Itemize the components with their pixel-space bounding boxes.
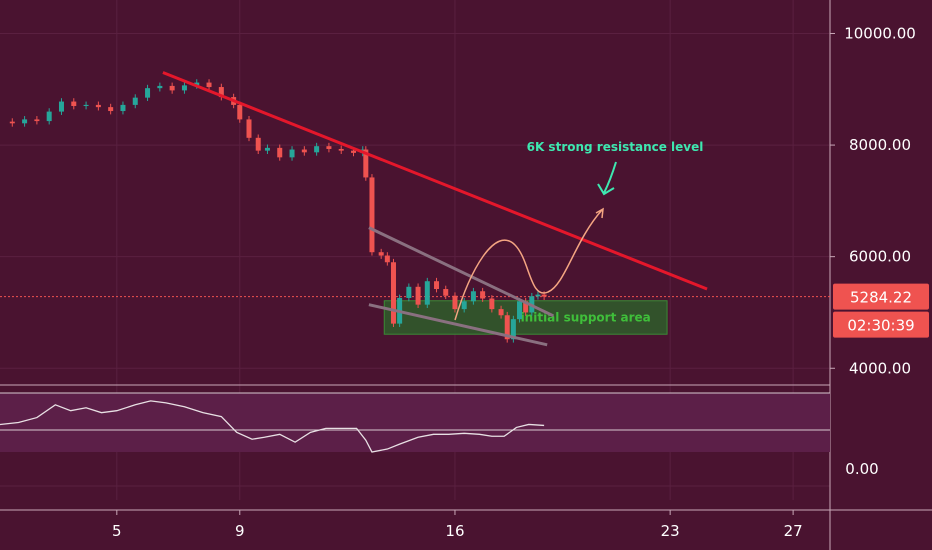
price-axis-label: 10000.00	[844, 24, 916, 42]
projection-curve	[454, 209, 603, 321]
projection-arrowhead	[595, 207, 604, 219]
candle-body	[461, 301, 467, 310]
candle-body	[504, 315, 510, 340]
candle-body	[326, 146, 332, 149]
candle-body	[424, 281, 430, 305]
resistance-line	[162, 71, 708, 291]
candle-body	[489, 298, 495, 310]
candle-body	[218, 87, 224, 98]
candle-body	[83, 104, 89, 107]
support-zone-label: initial support area	[521, 310, 651, 324]
rsi-series	[0, 400, 545, 453]
candle-body	[246, 119, 252, 138]
time-axis-label: 16	[445, 522, 464, 540]
candle-body	[277, 147, 283, 158]
candle-body	[384, 255, 390, 263]
candle-body	[22, 119, 28, 124]
price-axis-label: 4000.00	[849, 359, 911, 377]
candle-body	[541, 294, 547, 297]
candle-body	[415, 286, 421, 305]
current-price-label: 5284.22	[850, 289, 912, 307]
candle-body	[351, 150, 357, 153]
candle-body	[255, 137, 261, 151]
candle-body	[523, 301, 529, 313]
time-axis-label: 9	[235, 522, 245, 540]
candle-body	[406, 286, 412, 298]
candle-body	[289, 149, 295, 158]
resistance-annotation-arrow	[597, 161, 617, 196]
candle-body	[9, 121, 15, 124]
time-axis-label: 23	[661, 522, 680, 540]
candle-body	[194, 82, 200, 86]
candle-body	[369, 177, 375, 253]
price-axis-label: 6000.00	[849, 248, 911, 266]
candle-body	[390, 262, 396, 324]
candle-body	[452, 295, 458, 310]
candle-body	[378, 252, 384, 256]
candle-body	[480, 291, 486, 299]
candle-body	[363, 149, 369, 178]
candle-body	[120, 104, 126, 112]
countdown-badge	[833, 311, 929, 338]
time-axis-label: 5	[112, 522, 122, 540]
candle-body	[46, 111, 52, 122]
candle-body	[58, 101, 64, 112]
countdown-label: 02:30:39	[847, 317, 914, 335]
candle-body	[237, 104, 243, 120]
candle-body	[443, 289, 449, 296]
candle-body	[95, 104, 101, 108]
channel-lower-line	[368, 303, 548, 347]
candle-body	[314, 146, 320, 153]
candle-body	[71, 101, 77, 107]
time-axis-label: 27	[784, 522, 803, 540]
candle-body	[157, 85, 163, 89]
candle-body	[535, 294, 541, 297]
candle-body	[510, 319, 516, 340]
resistance-annotation: 6K strong resistance level	[527, 140, 704, 154]
rsi-band	[0, 393, 830, 452]
current-price-badge	[833, 283, 929, 310]
rsi-axis-label: 0.00	[845, 460, 878, 478]
candle-body	[434, 281, 440, 290]
candle-body	[498, 309, 504, 316]
candle-body	[145, 88, 151, 98]
candle-body	[264, 147, 270, 151]
candle-body	[34, 119, 40, 122]
candle-body	[132, 97, 138, 105]
candle-body	[206, 82, 212, 88]
candle-body	[301, 149, 307, 153]
candle-body	[517, 301, 523, 320]
candle-body	[181, 85, 187, 91]
channel-upper-line	[368, 226, 554, 318]
price-axis-label: 8000.00	[849, 136, 911, 154]
candle-body	[338, 148, 344, 151]
candle-body	[169, 85, 175, 91]
candle-body	[108, 107, 114, 112]
candle-body	[470, 291, 476, 302]
